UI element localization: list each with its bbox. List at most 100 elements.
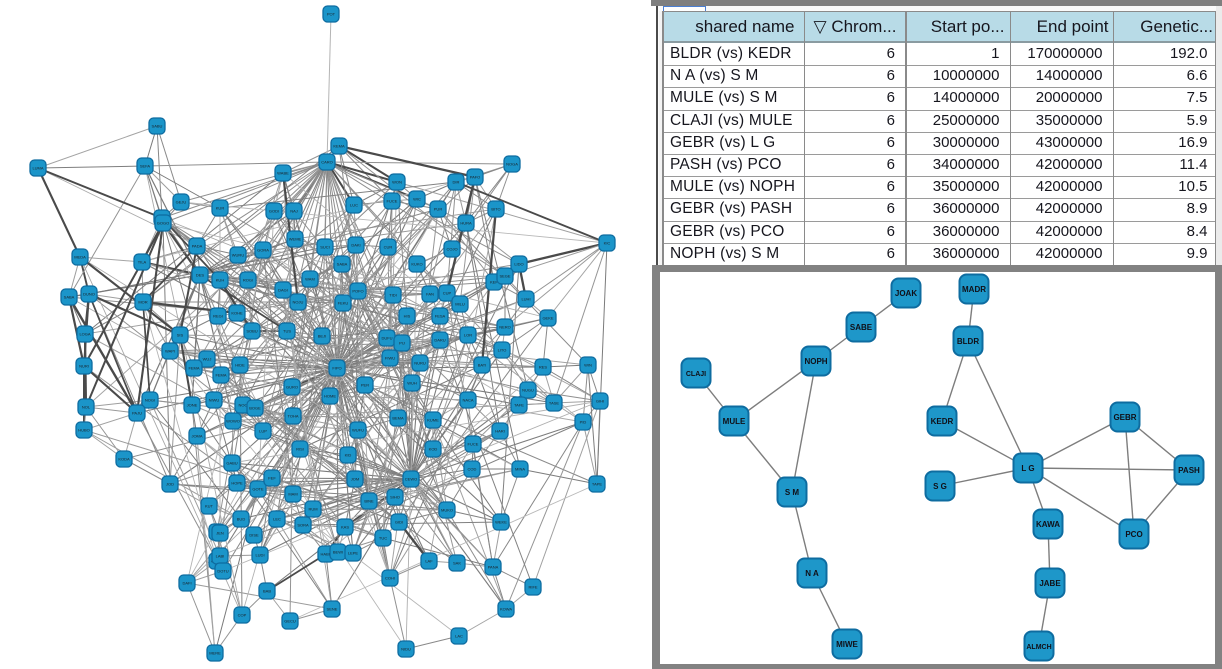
svg-text:DUFU: DUFU <box>381 336 392 341</box>
svg-text:NOPH: NOPH <box>804 357 827 366</box>
svg-text:WUH: WUH <box>407 381 417 386</box>
svg-text:CEWO: CEWO <box>405 477 417 482</box>
svg-text:SEGE: SEGE <box>499 274 510 279</box>
svg-text:KUR: KUR <box>216 206 225 211</box>
svg-text:S M: S M <box>785 488 800 497</box>
svg-text:BEJI: BEJI <box>318 334 326 339</box>
svg-text:L G: L G <box>1021 464 1034 473</box>
svg-text:LIDO: LIDO <box>514 262 523 267</box>
svg-text:LUDI: LUDI <box>255 553 264 558</box>
svg-text:MEDA: MEDA <box>74 255 86 260</box>
svg-text:POFO: POFO <box>352 289 363 294</box>
svg-text:NURI: NURI <box>79 364 89 369</box>
svg-text:LUMA: LUMA <box>32 166 43 171</box>
svg-text:TUC: TUC <box>379 536 387 541</box>
svg-text:WIN: WIN <box>584 363 592 368</box>
svg-text:ROGI: ROGI <box>243 278 253 283</box>
svg-text:COJO: COJO <box>446 247 457 252</box>
svg-text:SABA: SABA <box>337 262 348 267</box>
svg-text:LOR: LOR <box>464 333 472 338</box>
svg-text:TAPE: TAPE <box>592 482 602 487</box>
svg-text:PAFO: PAFO <box>470 175 481 180</box>
svg-text:N A: N A <box>805 569 819 578</box>
svg-text:DES: DES <box>196 273 205 278</box>
svg-text:SABA: SABA <box>64 295 75 300</box>
svg-text:BINE: BINE <box>364 499 374 504</box>
svg-text:BEMA: BEMA <box>392 416 404 421</box>
svg-text:DUNO: DUNO <box>83 292 95 297</box>
svg-text:SEFA: SEFA <box>140 164 151 169</box>
svg-text:NOGI: NOGI <box>145 398 155 403</box>
svg-text:WOWO: WOWO <box>226 419 240 424</box>
svg-text:NACA: NACA <box>462 398 473 403</box>
svg-text:CUR: CUR <box>384 245 393 250</box>
svg-text:NIDU: NIDU <box>401 647 411 652</box>
svg-text:DIR: DIR <box>453 180 460 185</box>
svg-text:JOAK: JOAK <box>895 289 917 298</box>
svg-text:NOJU: NOJU <box>293 300 304 305</box>
svg-text:KAS: KAS <box>341 525 349 530</box>
svg-text:SAK: SAK <box>453 561 461 566</box>
svg-text:MILU: MILU <box>455 302 465 307</box>
svg-text:FIWU: FIWU <box>385 356 395 361</box>
svg-text:S G: S G <box>933 482 947 491</box>
svg-text:CARO: CARO <box>321 160 333 165</box>
svg-text:TIDI: TIDI <box>389 293 397 298</box>
svg-text:GOGO: GOGO <box>157 221 169 226</box>
svg-text:LOGA: LOGA <box>79 332 90 337</box>
svg-text:TAFE: TAFE <box>514 403 524 408</box>
svg-text:DAFI: DAFI <box>182 581 191 586</box>
svg-text:GODI: GODI <box>269 209 279 214</box>
svg-text:HARI: HARI <box>495 429 505 434</box>
svg-text:FESA: FESA <box>435 314 446 319</box>
svg-text:HUBO: HUBO <box>78 428 90 433</box>
svg-text:HURA: HURA <box>460 221 472 226</box>
svg-text:DAKI: DAKI <box>351 243 360 248</box>
svg-text:BEWI: BEWI <box>333 550 343 555</box>
svg-text:ALMCH: ALMCH <box>1026 644 1051 651</box>
svg-text:WEME: WEME <box>289 237 302 242</box>
svg-text:DAGI: DAGI <box>278 288 288 293</box>
svg-text:JEN: JEN <box>216 531 224 536</box>
svg-text:FIPO: FIPO <box>332 366 341 371</box>
svg-text:FUCE: FUCE <box>387 199 398 204</box>
svg-text:COP: COP <box>238 613 247 618</box>
svg-text:COD: COD <box>468 467 477 472</box>
svg-text:WIC: WIC <box>413 197 421 202</box>
svg-text:MINA: MINA <box>515 467 525 472</box>
svg-text:FEMA: FEMA <box>188 366 199 371</box>
svg-text:BAB: BAB <box>263 589 271 594</box>
svg-text:HIDE: HIDE <box>235 363 245 368</box>
svg-text:HOME: HOME <box>324 394 336 399</box>
svg-text:DARU: DARU <box>434 338 445 343</box>
svg-text:MADR: MADR <box>962 285 986 294</box>
svg-text:BOGE: BOGE <box>249 406 261 411</box>
svg-text:LITO: LITO <box>498 348 507 353</box>
svg-text:LAF: LAF <box>425 559 433 564</box>
svg-text:KAWA: KAWA <box>1036 520 1060 529</box>
svg-text:MIWE: MIWE <box>836 640 858 649</box>
svg-text:MUKO: MUKO <box>441 508 453 513</box>
svg-text:KID: KID <box>345 453 352 458</box>
svg-text:KUKO: KUKO <box>411 262 422 267</box>
svg-text:SOBU: SOBU <box>246 329 257 334</box>
svg-text:WON: WON <box>392 180 402 185</box>
svg-text:MERE: MERE <box>209 651 221 656</box>
svg-text:SABU: SABU <box>152 124 163 129</box>
svg-text:PIJ: PIJ <box>399 341 405 346</box>
svg-text:PADA: PADA <box>192 244 203 249</box>
svg-text:GABU: GABU <box>226 461 237 466</box>
svg-text:KUH: KUH <box>216 278 225 283</box>
svg-text:GEBR: GEBR <box>1113 413 1136 422</box>
svg-text:KOD: KOD <box>429 447 438 452</box>
svg-text:LEC: LEC <box>273 517 281 522</box>
svg-text:MAM: MAM <box>288 492 297 497</box>
svg-text:PAJU: PAJU <box>132 411 142 416</box>
svg-text:BITO: BITO <box>491 207 500 212</box>
svg-text:JOD: JOD <box>166 482 174 487</box>
svg-text:MOR: MOR <box>138 300 147 305</box>
svg-text:HIS: HIS <box>404 314 411 319</box>
svg-text:GIHI: GIHI <box>596 399 604 404</box>
svg-text:RUM: RUM <box>308 507 317 512</box>
svg-text:LUHI: LUHI <box>521 297 530 302</box>
